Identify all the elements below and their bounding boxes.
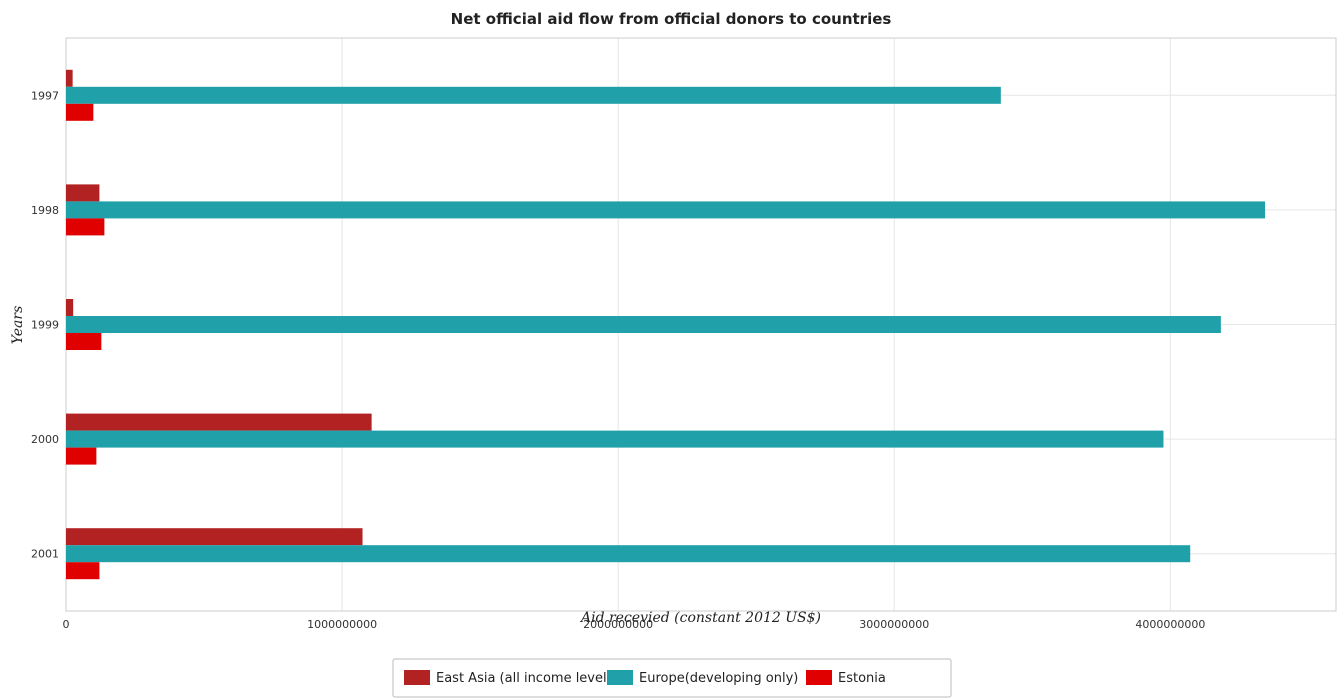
y-tick-label: 1999 [31,319,59,332]
x-tick-label: 2000000000 [583,618,653,631]
bar-2000-series-0 [66,413,372,431]
legend-swatch-2 [806,670,832,685]
bar-1998-series-2 [66,218,105,236]
y-tick-label: 1998 [31,204,59,217]
y-tick-label: 2001 [31,548,59,561]
bar-2000-series-2 [66,447,97,465]
legend-swatch-1 [607,670,633,685]
x-tick-label: 0 [63,618,70,631]
chart-title: Net official aid flow from official dono… [451,10,892,28]
x-tick-label: 3000000000 [859,618,929,631]
bar-2000-series-1 [66,430,1164,448]
bar-2001-series-1 [66,545,1191,563]
bar-2001-series-0 [66,528,363,546]
x-tick-label: 1000000000 [307,618,377,631]
y-ticks: 1997 1998 1999 2000 2001 [31,89,59,560]
bar-1999-series-1 [66,316,1221,333]
bar-1998-series-1 [66,201,1266,219]
y-tick-label: 2000 [31,433,59,446]
y-tick-label: 1997 [31,89,59,102]
x-ticks: 0 1000000000 2000000000 3000000000 400000000… [63,618,1206,631]
legend-label-1: Europe(developing only) [639,671,798,686]
bar-1997-series-2 [66,103,94,121]
bar-1997-series-0 [66,69,73,87]
bar-1998-series-0 [66,184,100,202]
bar-1997-series-1 [66,86,1001,104]
x-axis-label: Aid recevied (constant 2012 US$) [579,610,821,626]
legend: East Asia (all income levels) Europe(deve… [392,658,952,698]
legend-box [392,658,952,698]
bar-2001-series-2 [66,562,100,580]
legend-label-0: East Asia (all income levels) [436,671,618,686]
bars [66,69,1266,580]
bar-1999-series-2 [66,333,102,350]
legend-label-2: Estonia [838,671,886,686]
y-axis-label: Years [10,306,26,345]
x-tick-label: 4000000000 [1135,618,1205,631]
bar-1999-series-0 [66,299,74,316]
legend-swatch-0 [404,670,430,685]
